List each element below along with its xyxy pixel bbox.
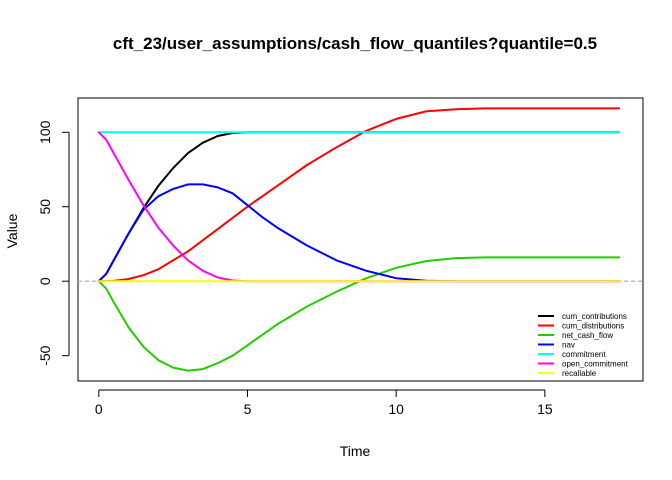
legend-label: cum_distributions	[562, 322, 624, 331]
series-line-cum-distributions	[97, 107, 621, 283]
y-axis-label: Value	[4, 213, 20, 248]
y-tick-label: 100	[37, 120, 53, 144]
chart-title: cft_23/user_assumptions/cash_flow_quanti…	[113, 34, 597, 53]
y-tick-label: 0	[37, 277, 53, 285]
legend-label: net_cash_flow	[562, 331, 613, 340]
x-tick-label: 15	[537, 401, 553, 417]
x-tick-label: 10	[388, 401, 404, 417]
y-tick-label: 50	[37, 199, 53, 215]
series-line-net-cash-flow	[97, 256, 621, 372]
legend-label: open_commitment	[562, 360, 629, 369]
x-tick-label: 0	[95, 401, 103, 417]
legend-label: cum_contributions	[562, 312, 627, 321]
y-axis: -50 0 50 100	[37, 120, 70, 366]
legend: cum_contributionscum_distributionsnet_ca…	[538, 312, 629, 378]
x-tick-label: 5	[244, 401, 252, 417]
legend-label: nav	[562, 341, 575, 350]
plot-frame	[77, 97, 644, 382]
legend-label: recallable	[562, 369, 597, 378]
series-layer	[97, 107, 621, 372]
x-axis: 0 5 10 15	[95, 389, 553, 417]
x-axis-label: Time	[340, 443, 371, 459]
legend-label: commitment	[562, 350, 606, 359]
y-tick-label: -50	[37, 345, 53, 365]
series-line-nav	[97, 183, 621, 283]
